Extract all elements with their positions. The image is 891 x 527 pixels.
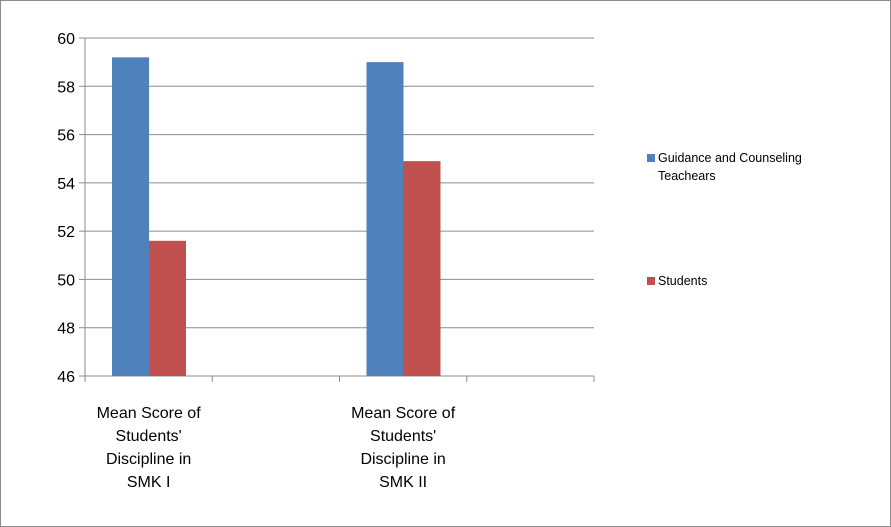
legend-swatch [647, 277, 655, 285]
y-tick-label: 60 [57, 31, 75, 48]
y-tick-label: 54 [57, 176, 75, 193]
legend-label: Students [658, 274, 707, 288]
bar [112, 57, 149, 377]
category-label: Students' [370, 428, 436, 445]
category-label: Mean Score of [351, 405, 456, 422]
legend-label: Guidance and Counseling [658, 151, 802, 165]
category-label: Discipline in [106, 451, 191, 468]
legend-swatch [647, 154, 655, 162]
bar [366, 62, 404, 377]
y-tick-label: 58 [57, 79, 75, 96]
bar [149, 240, 186, 376]
y-tick-label: 48 [57, 321, 75, 338]
y-tick-label: 56 [57, 128, 75, 145]
y-tick-label: 52 [57, 224, 75, 241]
category-label: SMK II [379, 474, 427, 491]
category-label: Students' [116, 428, 182, 445]
category-label: SMK I [127, 474, 171, 491]
legend-label: Teachears [658, 169, 716, 183]
category-label: Discipline in [360, 451, 445, 468]
category-label: Mean Score of [97, 405, 202, 422]
y-tick-label: 46 [57, 369, 75, 386]
bar [403, 161, 441, 376]
y-tick-label: 50 [57, 272, 75, 289]
